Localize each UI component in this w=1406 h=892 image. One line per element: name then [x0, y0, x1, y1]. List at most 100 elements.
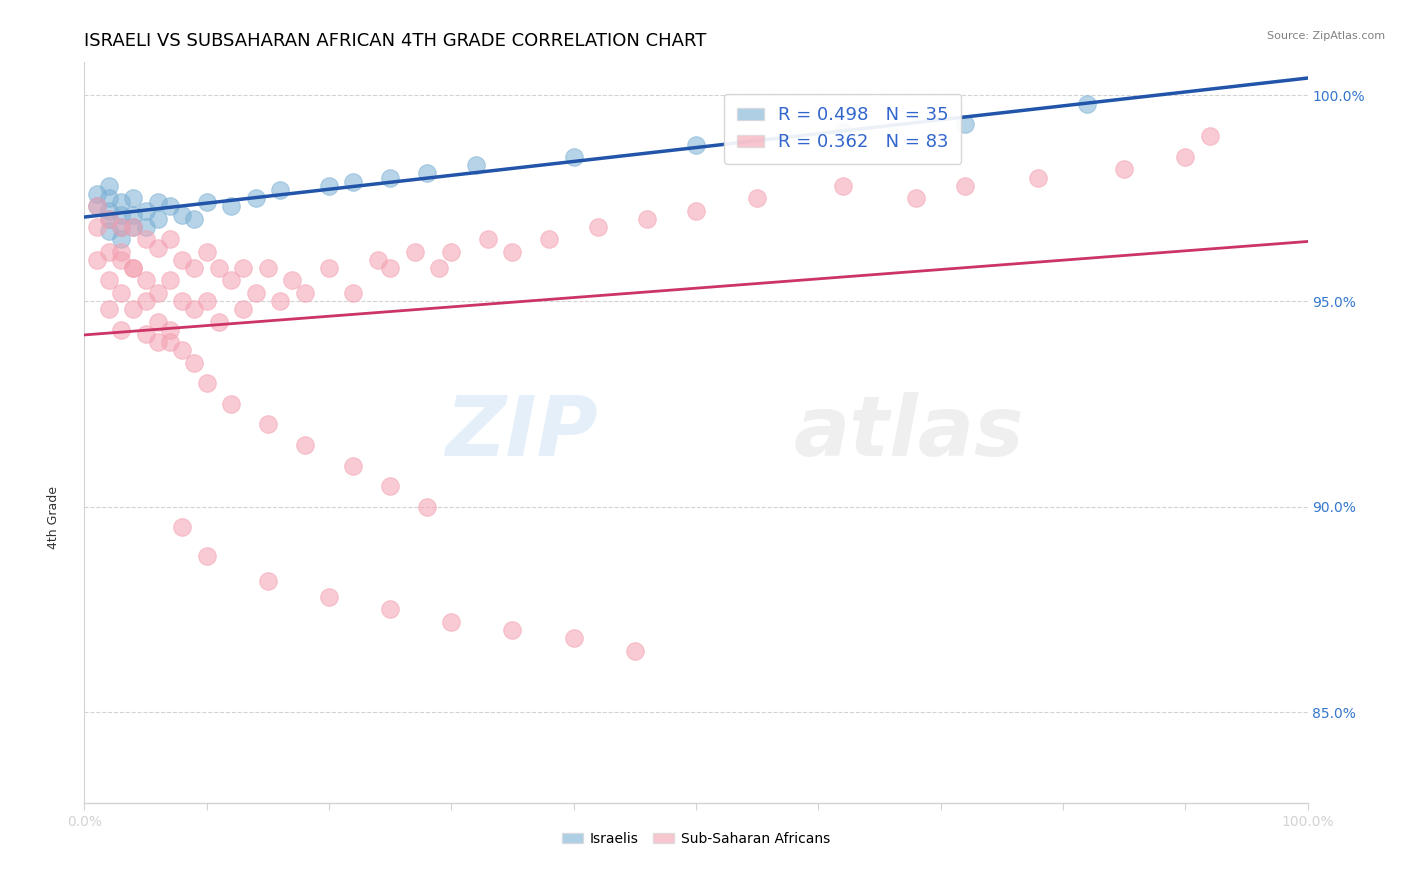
Point [110, 285, 132, 300]
Point [208, 261, 231, 276]
Point [269, 293, 291, 308]
Point [86, 219, 108, 234]
Point [404, 244, 426, 259]
Point [1028, 170, 1050, 185]
Point [122, 191, 145, 205]
Point [146, 240, 169, 254]
Point [502, 244, 524, 259]
Point [97, 273, 120, 287]
Point [122, 219, 145, 234]
Point [172, 343, 194, 358]
Point [380, 170, 402, 185]
Text: ZIP: ZIP [446, 392, 598, 473]
Point [953, 178, 976, 193]
Point [427, 261, 450, 276]
Point [342, 285, 364, 300]
Text: Source: ZipAtlas.com: Source: ZipAtlas.com [1267, 31, 1385, 41]
Point [135, 232, 157, 246]
Point [97, 224, 120, 238]
Point [172, 293, 194, 308]
Point [97, 211, 120, 226]
Point [538, 232, 561, 246]
Point [586, 219, 609, 234]
Point [159, 323, 181, 337]
Point [440, 244, 463, 259]
Point [146, 285, 169, 300]
Point [208, 314, 231, 328]
Point [146, 335, 169, 350]
Point [318, 590, 340, 604]
Point [257, 417, 280, 432]
Point [1076, 96, 1098, 111]
Point [1198, 129, 1220, 144]
Point [195, 244, 218, 259]
Point [159, 335, 181, 350]
Point [219, 397, 242, 411]
Text: atlas: atlas [794, 392, 1025, 473]
Point [86, 199, 108, 213]
Point [159, 273, 181, 287]
Point [416, 500, 439, 514]
Point [122, 302, 145, 317]
Legend: Israelis, Sub-Saharan Africans: Israelis, Sub-Saharan Africans [557, 826, 835, 851]
Point [183, 356, 205, 370]
Point [281, 273, 304, 287]
Point [562, 632, 585, 646]
Point [624, 643, 647, 657]
Point [110, 244, 132, 259]
Point [110, 232, 132, 246]
Point [146, 314, 169, 328]
Point [97, 178, 120, 193]
Point [831, 178, 853, 193]
Point [269, 183, 291, 197]
Point [122, 219, 145, 234]
Point [342, 458, 364, 473]
Point [135, 203, 157, 218]
Point [294, 438, 316, 452]
Point [135, 273, 157, 287]
Point [685, 137, 707, 152]
Point [195, 376, 218, 391]
Point [86, 199, 108, 213]
Point [380, 602, 402, 616]
Point [122, 208, 145, 222]
Point [195, 293, 218, 308]
Point [146, 195, 169, 210]
Point [122, 261, 145, 276]
Point [257, 574, 280, 588]
Point [172, 208, 194, 222]
Point [97, 302, 120, 317]
Point [464, 158, 486, 172]
Point [146, 211, 169, 226]
Point [416, 166, 439, 180]
Point [110, 195, 132, 210]
Point [86, 187, 108, 202]
Point [318, 178, 340, 193]
Point [97, 244, 120, 259]
Point [905, 191, 928, 205]
Point [440, 615, 463, 629]
Point [953, 117, 976, 131]
Point [342, 175, 364, 189]
Point [1174, 150, 1197, 164]
Point [135, 326, 157, 341]
Point [831, 125, 853, 139]
Point [747, 191, 769, 205]
Point [172, 252, 194, 267]
Point [685, 203, 707, 218]
Point [502, 623, 524, 637]
Point [232, 261, 254, 276]
Text: 4th Grade: 4th Grade [46, 486, 60, 549]
Point [380, 261, 402, 276]
Point [159, 199, 181, 213]
Point [1114, 162, 1136, 177]
Point [159, 232, 181, 246]
Point [183, 211, 205, 226]
Point [562, 150, 585, 164]
Point [97, 211, 120, 226]
Point [219, 199, 242, 213]
Point [183, 261, 205, 276]
Point [110, 219, 132, 234]
Point [195, 195, 218, 210]
Point [97, 203, 120, 218]
